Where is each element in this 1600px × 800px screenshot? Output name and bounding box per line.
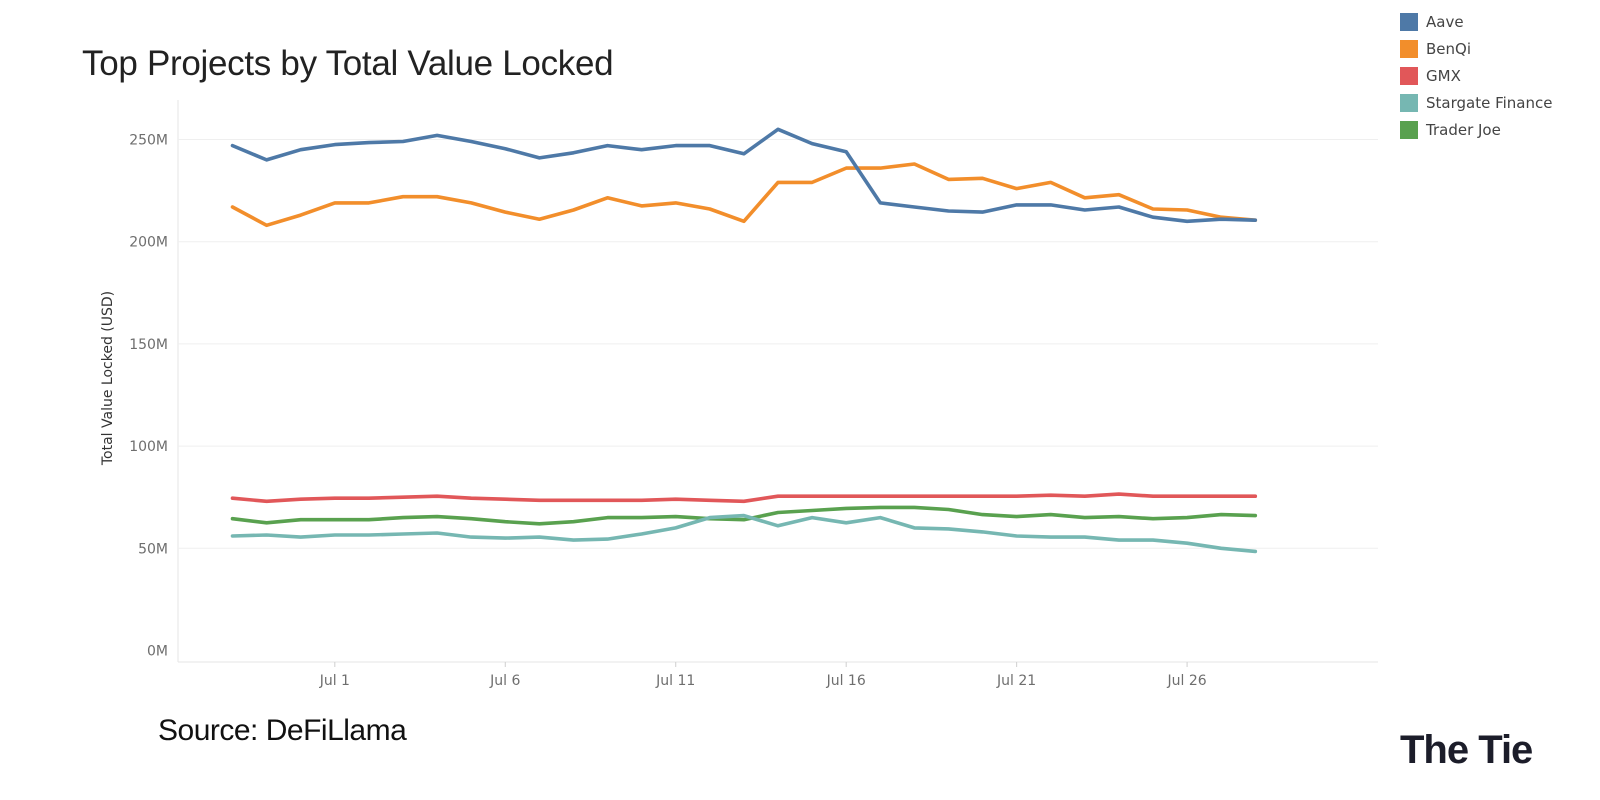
chart-title: Top Projects by Total Value Locked: [82, 44, 614, 83]
y-tick-label: 100M: [129, 439, 168, 455]
series-line-stargate-finance: [230, 513, 1258, 554]
legend-swatch: [1400, 12, 1418, 31]
x-tick-label: Jul 26: [1167, 673, 1207, 689]
y-tick-label: 250M: [129, 133, 168, 149]
legend-item-gmx: GMX: [1400, 62, 1552, 89]
x-tick-label: Jul 1: [319, 673, 350, 689]
series-line-benqi: [230, 162, 1258, 228]
legend-swatch: [1400, 66, 1418, 85]
y-tick-label: 150M: [129, 337, 168, 353]
series-line-gmx: [230, 492, 1258, 504]
y-tick-label: 0M: [147, 644, 168, 660]
legend-label: GMX: [1426, 66, 1461, 85]
legend-label: Aave: [1426, 12, 1464, 31]
legend-swatch: [1400, 93, 1418, 112]
x-tick-label: Jul 21: [996, 673, 1036, 689]
legend-item-aave: Aave: [1400, 8, 1552, 35]
legend-item-trader-joe: Trader Joe: [1400, 116, 1552, 143]
legend-item-stargate-finance: Stargate Finance: [1400, 89, 1552, 116]
x-tick-label: Jul 16: [826, 673, 866, 689]
legend-label: Stargate Finance: [1426, 93, 1553, 112]
y-axis-title: Total Value Locked (USD): [100, 291, 116, 466]
series-line-aave: [230, 127, 1258, 224]
series-line-trader-joe: [230, 505, 1258, 526]
legend-label: Trader Joe: [1426, 120, 1501, 139]
y-tick-label: 50M: [138, 541, 168, 557]
x-tick-label: Jul 6: [489, 673, 520, 689]
legend-item-benqi: BenQi: [1400, 35, 1552, 62]
source-caption: Source: DeFiLlama: [158, 714, 407, 747]
x-tick-label: Jul 11: [655, 673, 695, 689]
legend-swatch: [1400, 120, 1418, 139]
legend-swatch: [1400, 39, 1418, 58]
legend-label: BenQi: [1426, 39, 1471, 58]
chart-legend: Aave BenQi GMX Stargate Finance Trader Joe: [1400, 8, 1552, 143]
y-tick-label: 200M: [129, 235, 168, 251]
brand-logo: The Tie: [1400, 728, 1533, 772]
